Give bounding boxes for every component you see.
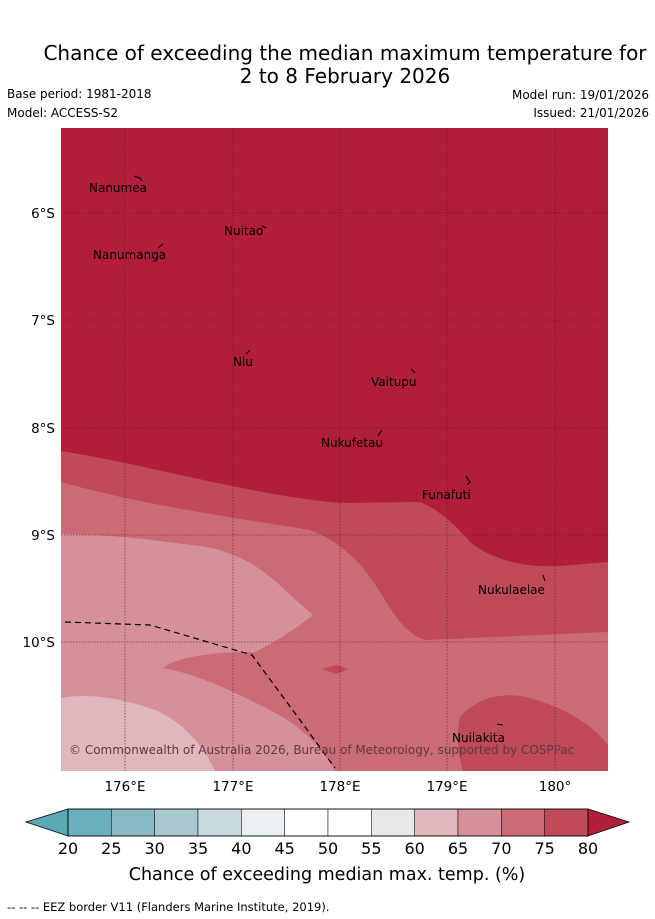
- colorbar-under-arrow: [24, 808, 69, 837]
- lon-label-178e: 178°E: [319, 779, 360, 795]
- place-nanumanga: Nanumanga: [93, 248, 166, 262]
- base-period: Base period: 1981-2018: [7, 87, 152, 101]
- colorbar-cell-0: [67, 808, 112, 837]
- title-line-1: Chance of exceeding the median maximum t…: [43, 41, 647, 65]
- lon-label-180: 180°: [539, 779, 572, 795]
- lon-label-179e: 179°E: [426, 779, 467, 795]
- colorbar-tick-75: 75: [534, 839, 554, 858]
- colorbar-frame: [67, 808, 589, 837]
- colorbar-cell-1: [111, 808, 155, 837]
- colorbar-tick-70: 70: [491, 839, 511, 858]
- colorbar-cell-3: [197, 808, 242, 837]
- place-nanumea: Nanumea: [89, 181, 147, 195]
- colorbar-tick-30: 30: [144, 839, 164, 858]
- copyright-notice: © Commonwealth of Australia 2026, Bureau…: [69, 743, 574, 757]
- islands: [133, 175, 546, 726]
- colorbar-cell-8: [414, 808, 459, 837]
- lat-label-9s: 9°S: [31, 528, 55, 544]
- latitude-labels: 6°S 7°S 8°S 9°S 10°S: [23, 206, 56, 651]
- title-line-2: 2 to 8 February 2026: [239, 64, 451, 88]
- colorbar-tick-65: 65: [448, 839, 468, 858]
- forecast-map: Nanumea Nuitao Nanumanga Niu Vaitupu Nuk…: [23, 128, 631, 885]
- colorbar-cell-5: [284, 808, 329, 837]
- colorbar-cell-11: [544, 808, 589, 837]
- model-run: Model run: 19/01/2026: [511, 88, 649, 102]
- place-labels: Nanumea Nuitao Nanumanga Niu Vaitupu Nuk…: [89, 181, 545, 745]
- colorbar-label: Chance of exceeding median max. temp. (%…: [129, 865, 526, 885]
- lon-label-177e: 177°E: [212, 779, 253, 795]
- colorbar-tick-80: 80: [578, 839, 598, 858]
- colorbar-cell-2: [154, 808, 199, 837]
- place-niu: Niu: [233, 355, 253, 369]
- colorbar-tick-60: 60: [404, 839, 424, 858]
- colorbar-cell-4: [241, 808, 285, 837]
- place-nuilakita: Nuilakita: [452, 731, 505, 745]
- band-75-spot: [322, 665, 349, 674]
- place-funafuti: Funafuti: [422, 488, 471, 502]
- lon-label-176e: 176°E: [104, 779, 145, 795]
- colorbar-cell-9: [457, 808, 502, 837]
- colorbar-tick-35: 35: [188, 839, 208, 858]
- model-name: Model: ACCESS-S2: [7, 106, 119, 120]
- colorbar-tick-25: 25: [101, 839, 121, 858]
- colorbar-tick-20: 20: [58, 839, 78, 858]
- gridlines: [61, 128, 608, 771]
- place-nukufetau: Nukufetau: [321, 436, 383, 450]
- colorbar-cell-7: [371, 808, 415, 837]
- colorbar-tick-55: 55: [361, 839, 381, 858]
- colorbar-tick-40: 40: [231, 839, 251, 858]
- issued-date: Issued: 21/01/2026: [533, 106, 649, 120]
- eez-border: [64, 621, 336, 769]
- place-nukulaelae: Nukulaelae: [478, 583, 545, 597]
- colorbar-tick-50: 50: [318, 839, 338, 858]
- lat-label-10s: 10°S: [23, 635, 56, 651]
- colorbar-cell-6: [327, 808, 372, 837]
- longitude-labels: 176°E 177°E 178°E 179°E 180°: [104, 779, 571, 795]
- lat-label-7s: 7°S: [31, 313, 55, 329]
- band-60: [61, 695, 215, 771]
- eez-border-legend: -- -- -- EEZ border V11 (Flanders Marine…: [7, 900, 330, 914]
- lat-label-6s: 6°S: [31, 206, 55, 222]
- colorbar-tick-45: 45: [274, 839, 294, 858]
- place-nuitao: Nuitao: [224, 224, 263, 238]
- lat-label-8s: 8°S: [31, 421, 55, 437]
- colorbar-over-arrow: [587, 808, 631, 837]
- band-75-south-east: [457, 695, 608, 771]
- place-vaitupu: Vaitupu: [371, 375, 417, 389]
- colorbar-cell-10: [501, 808, 545, 837]
- colorbar: 20 25 30 35 40 45 50 55 60 65 70 75 80 Chance of exc…: [24, 808, 631, 885]
